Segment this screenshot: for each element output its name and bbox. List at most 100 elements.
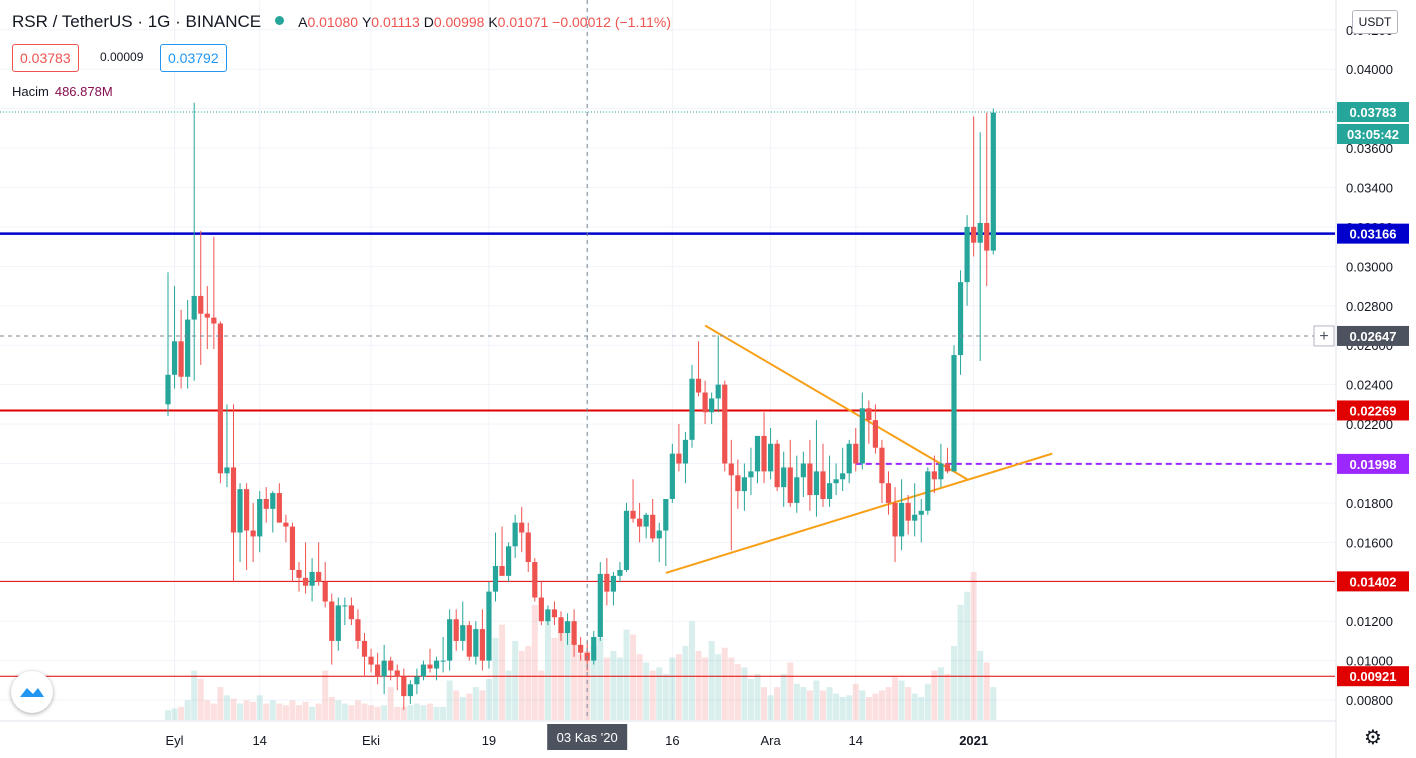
volume-bar — [846, 695, 853, 720]
volume-bar — [505, 670, 512, 720]
volume-bar — [806, 690, 813, 720]
volume-bar — [761, 687, 768, 720]
volume-bar — [341, 703, 348, 720]
symbol-title[interactable]: RSR / TetherUS · 1G · BINANCE — [12, 12, 262, 31]
volume-bar — [767, 695, 774, 720]
candle-body — [270, 493, 276, 509]
trendlines[interactable] — [665, 324, 1053, 574]
candle-body — [735, 475, 741, 492]
level-price-label: 0.01402 — [1350, 574, 1397, 589]
candle-body — [394, 670, 400, 677]
volume-bar — [427, 703, 433, 720]
volume-bar — [898, 680, 905, 720]
price-tick-label: 0.04000 — [1346, 62, 1393, 77]
volume-bar — [636, 654, 643, 720]
horizontal-levels[interactable] — [0, 111, 1335, 677]
buy-price-button[interactable]: 0.03792 — [160, 44, 227, 72]
volume-bar — [708, 641, 715, 720]
candle-body — [774, 443, 780, 488]
candle-body — [479, 629, 485, 661]
candle-body — [440, 660, 446, 662]
candle-body — [407, 684, 413, 697]
volume-bar — [250, 701, 257, 720]
volume-bar — [282, 705, 289, 720]
volume-bar — [381, 705, 388, 720]
candle-body — [211, 317, 217, 324]
candle-body — [748, 471, 754, 478]
volume-bar — [616, 657, 623, 720]
add-alert-plus-icon — [1313, 325, 1335, 347]
volume-bar — [223, 695, 230, 720]
volume-bar — [911, 693, 918, 720]
level-price-label-bg — [1337, 400, 1409, 421]
candle-body — [171, 341, 178, 375]
volume-bar — [289, 700, 296, 720]
candle-body — [925, 471, 931, 511]
price-tick-label: 0.01600 — [1346, 535, 1393, 550]
volume-bar — [191, 670, 198, 720]
candle-body — [257, 498, 263, 537]
volume-bar — [525, 646, 532, 720]
candle-body — [807, 463, 813, 496]
candle-body — [244, 489, 250, 531]
volume-bar — [492, 637, 499, 720]
candle-body — [433, 660, 440, 669]
candle-body — [368, 656, 374, 665]
candle-body — [951, 355, 957, 472]
volume-bar — [990, 687, 997, 720]
volume-bar — [322, 670, 329, 720]
candle-body — [879, 447, 885, 484]
candle-body — [741, 477, 747, 492]
sell-price-button[interactable]: 0.03783 — [12, 44, 79, 72]
candle-body — [420, 664, 427, 677]
candle-body — [499, 566, 505, 576]
price-tick-label: 0.03000 — [1346, 259, 1393, 274]
volume-bar — [197, 678, 204, 720]
tradingview-logo-icon[interactable] — [11, 671, 53, 713]
volume-bar — [643, 662, 650, 720]
candle-body — [296, 569, 302, 578]
volume-bar — [544, 621, 551, 720]
volume-bar — [466, 693, 473, 720]
candle-body — [977, 222, 983, 243]
volume-bar — [623, 629, 630, 720]
currency-button[interactable]: USDT — [1352, 10, 1398, 34]
candle-body — [525, 532, 531, 563]
candle-body — [230, 467, 237, 533]
time-tick-label: 14 — [252, 733, 266, 748]
candle-body — [656, 530, 662, 539]
candle-body — [669, 453, 675, 499]
volume-bar — [420, 705, 427, 720]
settings-gear-icon[interactable]: ⚙ — [1364, 727, 1382, 749]
candle-body — [800, 463, 806, 478]
candle-body — [885, 483, 892, 503]
volume-bar — [662, 673, 669, 720]
volume-bar — [918, 696, 925, 720]
volume-bar — [302, 701, 309, 720]
candle-body — [571, 621, 577, 645]
volume-bar — [747, 678, 754, 720]
candle-body — [322, 581, 328, 602]
crosshair-price-label-bg — [1337, 325, 1409, 346]
candle-body — [813, 471, 820, 496]
ohlc-values: A0.01080 Y0.01113 D0.00998 K0.01071 −0.0… — [298, 14, 672, 30]
time-tick-label: Eki — [362, 733, 380, 748]
candle-body — [623, 510, 630, 570]
volume-bar — [577, 654, 584, 720]
candle-body — [905, 502, 911, 521]
volume-bar — [669, 657, 676, 720]
volume-bar — [400, 706, 407, 720]
volume-bar — [754, 673, 761, 720]
price-tick-label: 0.01200 — [1346, 614, 1393, 629]
candle-body — [938, 463, 944, 480]
volume-bar — [571, 641, 578, 720]
volume-bar — [217, 687, 224, 720]
volume-bar — [178, 706, 185, 720]
volume-bar — [512, 641, 519, 720]
volume-bar — [269, 700, 276, 720]
candle-body — [663, 498, 669, 531]
candle-body — [984, 222, 990, 251]
volume-bar — [440, 706, 447, 720]
volume-bar — [558, 629, 564, 720]
